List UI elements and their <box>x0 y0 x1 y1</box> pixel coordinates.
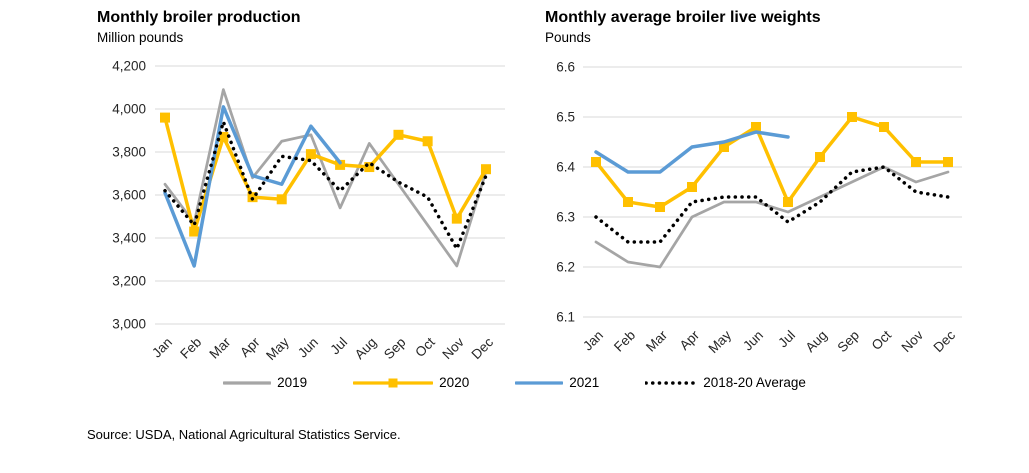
legend-swatch-solid <box>515 380 564 385</box>
x-tick-label: Jun <box>295 335 321 361</box>
x-tick-label: Sep <box>835 328 863 356</box>
series-marker-2020 <box>879 122 889 132</box>
y-tick-label: 3,000 <box>112 317 146 332</box>
series-marker-2020 <box>751 122 761 132</box>
series-line-2018-20 Average <box>594 165 950 244</box>
series-marker-2020 <box>847 112 857 122</box>
y-tick-label: 6.6 <box>556 60 575 75</box>
series-line-2019 <box>163 88 488 268</box>
x-tick-label: Sep <box>381 335 409 363</box>
y-tick-label: 6.1 <box>556 310 575 325</box>
legend-swatch-dotted <box>645 380 698 385</box>
right-chart-unit-label: Pounds <box>545 30 591 45</box>
y-tick-label: 4,000 <box>112 102 146 117</box>
x-tick-label: Mar <box>206 334 233 361</box>
x-tick-label: Jul <box>327 335 350 358</box>
legend-label: 2021 <box>569 375 600 390</box>
series-marker-2020 <box>276 194 287 205</box>
legend-item-2018-20-average: 2018-20 Average <box>645 375 806 390</box>
x-tick-label: May <box>705 327 734 356</box>
legend-item-2021: 2021 <box>515 375 599 390</box>
series-marker-2020 <box>422 136 433 147</box>
series-marker-2020 <box>451 213 462 224</box>
x-tick-label: Dec <box>931 327 959 355</box>
x-tick-label: Jun <box>740 328 766 354</box>
x-tick-label: Jan <box>580 328 606 354</box>
series-marker-2020 <box>783 197 793 207</box>
series-marker-2020 <box>335 159 346 170</box>
x-tick-label: Oct <box>412 334 438 360</box>
y-tick-label: 4,200 <box>112 59 146 74</box>
left-chart-title: Monthly broiler production <box>97 9 301 26</box>
right-chart-title: Monthly average broiler live weights <box>545 9 821 26</box>
x-tick-label: Nov <box>439 334 467 362</box>
series-marker-2020 <box>481 164 491 175</box>
x-tick-label: May <box>263 334 292 363</box>
legend-swatch-solid-square <box>353 378 434 387</box>
series-marker-2020 <box>364 162 375 173</box>
series-marker-2020 <box>687 182 697 192</box>
x-tick-label: Nov <box>899 327 927 355</box>
x-tick-label: Apr <box>677 327 703 353</box>
series-line-2018-20 Average <box>163 120 488 251</box>
series-marker-2020 <box>623 197 633 207</box>
y-tick-label: 6.4 <box>556 160 575 175</box>
y-tick-label: 3,400 <box>112 231 146 246</box>
x-tick-label: Oct <box>869 327 895 353</box>
y-tick-label: 3,800 <box>112 145 146 160</box>
y-tick-label: 6.3 <box>556 210 575 225</box>
legend-item-2020: 2020 <box>353 375 469 390</box>
series-marker-2020 <box>911 157 921 167</box>
series-line-2021 <box>163 105 342 268</box>
source-note: Source: USDA, National Agricultural Stat… <box>87 427 401 442</box>
x-tick-label: Feb <box>177 335 204 362</box>
legend-item-2019: 2019 <box>223 375 307 390</box>
series-marker-2020 <box>655 202 665 212</box>
x-tick-label: Dec <box>469 334 497 362</box>
y-tick-label: 3,600 <box>112 188 146 203</box>
legend-label: 2020 <box>439 375 470 390</box>
series-marker-2020 <box>393 129 404 140</box>
series-line-2020 <box>163 115 488 234</box>
x-tick-label: Aug <box>803 328 831 356</box>
y-tick-label: 6.2 <box>556 260 575 275</box>
series-line-2021 <box>594 130 790 174</box>
series-marker-2020 <box>943 157 953 167</box>
series-marker-2020 <box>719 142 729 152</box>
legend-label: 2018-20 Average <box>703 375 806 390</box>
series-marker-2020 <box>591 157 601 167</box>
left-chart-unit-label: Million pounds <box>97 30 184 45</box>
series-marker-2020 <box>189 226 200 237</box>
chart-legend: 2019 2020 2021 2018-20 Average <box>0 375 1029 390</box>
x-tick-label: Apr <box>237 334 263 360</box>
x-tick-label: Jan <box>149 335 175 361</box>
x-tick-label: Jul <box>775 328 798 351</box>
y-tick-label: 6.5 <box>556 110 575 125</box>
x-tick-label: Mar <box>643 327 670 354</box>
series-marker-2020 <box>160 112 170 123</box>
series-marker-2020 <box>305 149 316 160</box>
series-line-2020 <box>594 115 950 209</box>
x-tick-label: Aug <box>352 335 380 363</box>
series-marker-2020 <box>218 131 229 142</box>
legend-label: 2019 <box>277 375 308 390</box>
x-tick-label: Feb <box>611 328 638 355</box>
legend-swatch-solid <box>223 380 272 385</box>
y-tick-label: 3,200 <box>112 274 146 289</box>
series-marker-2020 <box>815 152 825 162</box>
